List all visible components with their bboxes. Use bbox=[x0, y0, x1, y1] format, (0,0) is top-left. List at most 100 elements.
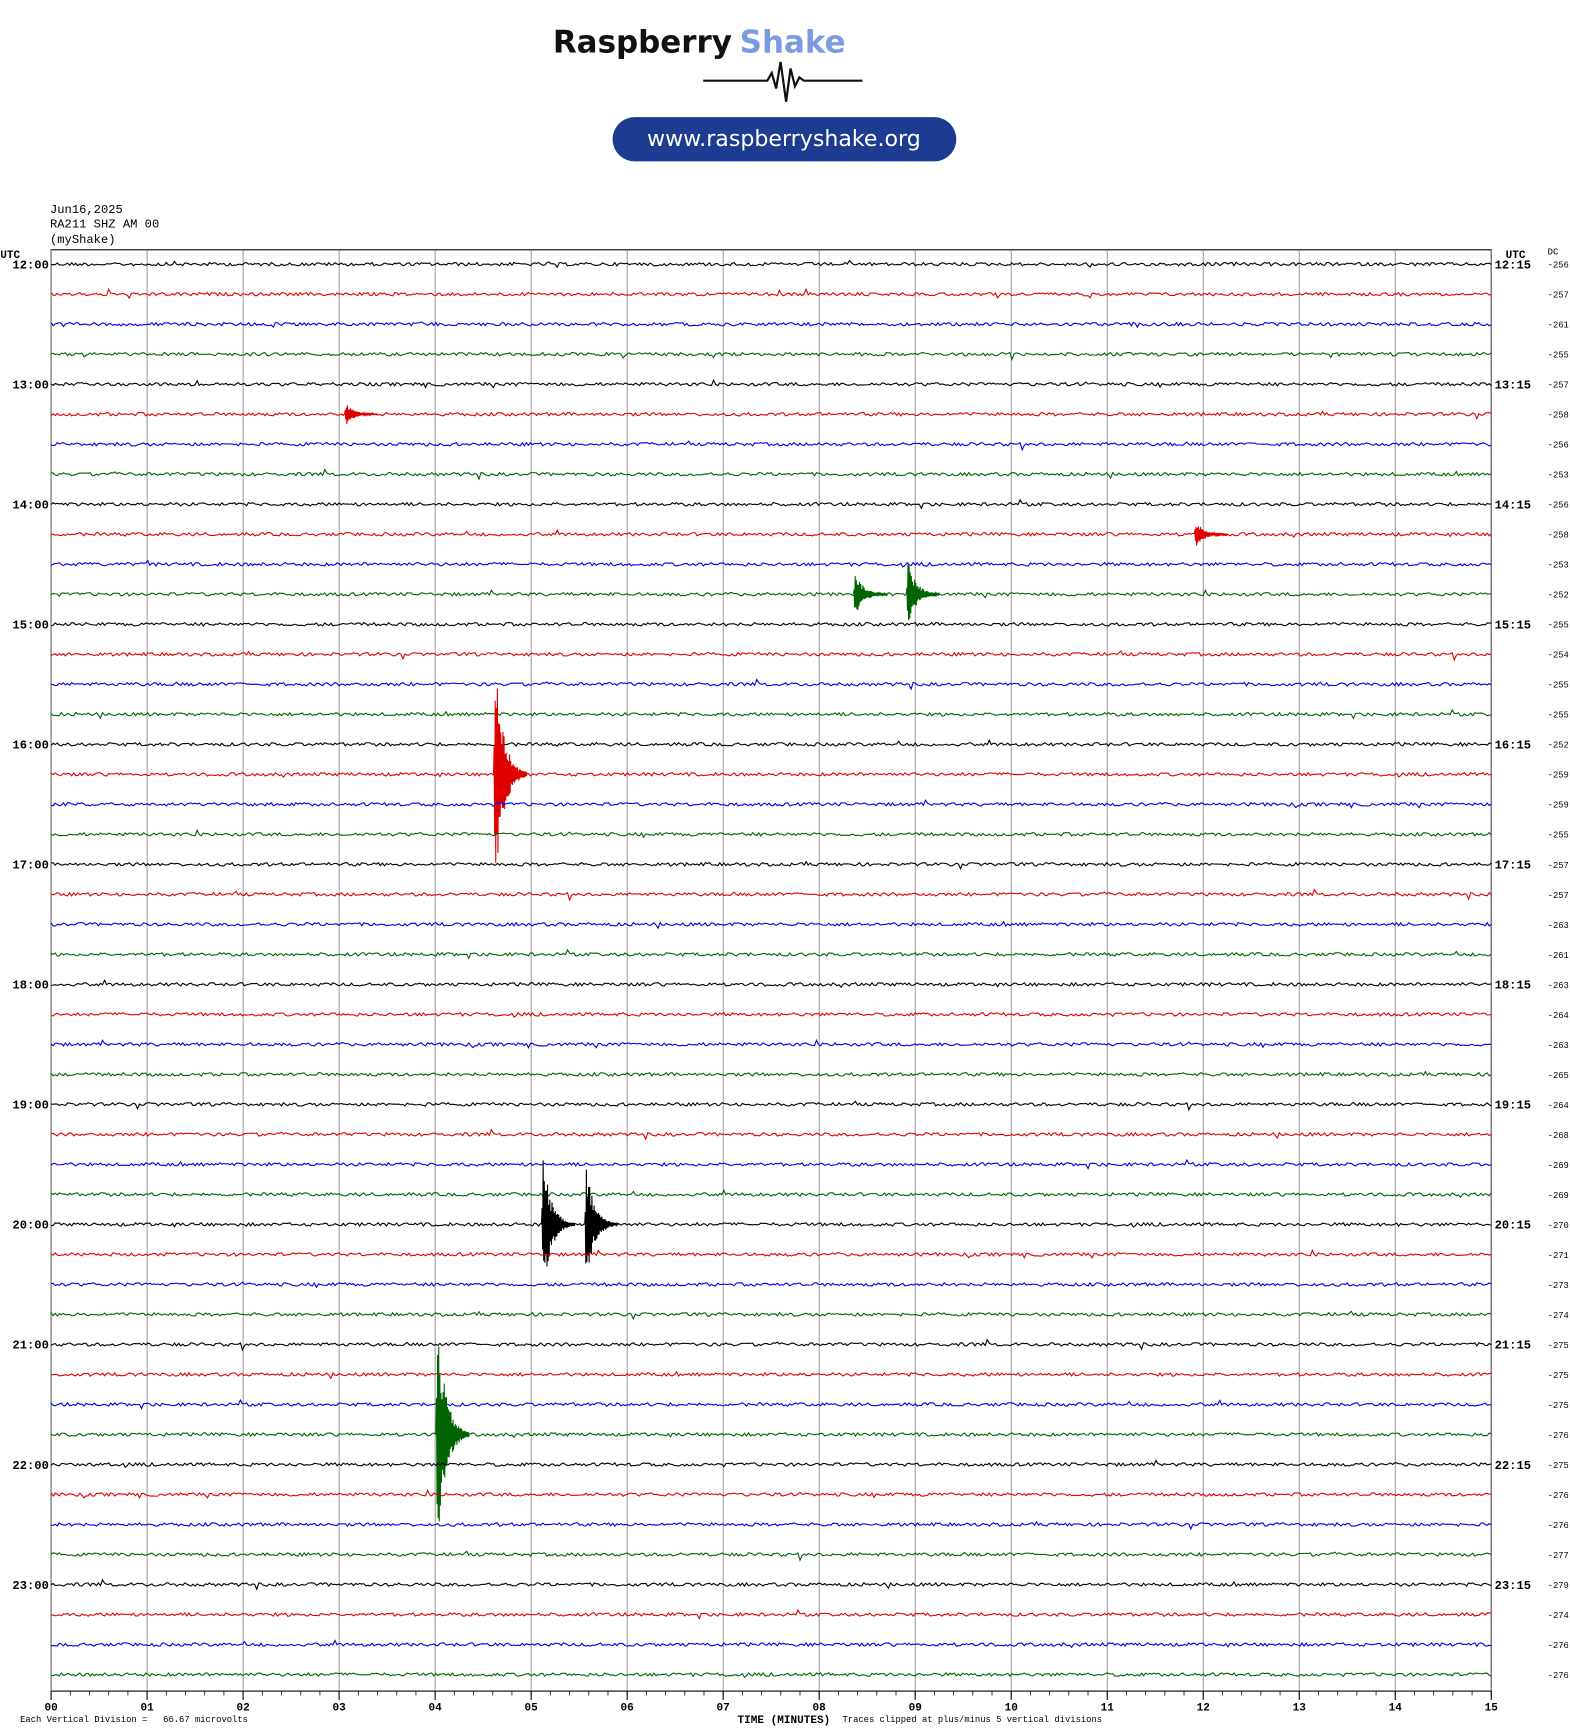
hour-label: 19:00 bbox=[12, 1099, 48, 1113]
dc-label: -257 bbox=[1548, 291, 1569, 301]
hour-label: 13:00 bbox=[12, 379, 48, 393]
x-tick-label: 03 bbox=[332, 1703, 346, 1715]
dc-label: -255 bbox=[1548, 621, 1569, 631]
hour-label: 15:15 bbox=[1495, 619, 1531, 633]
trace bbox=[50, 351, 1492, 362]
dc-label: -255 bbox=[1548, 351, 1569, 361]
x-tick-label: 15 bbox=[1485, 1703, 1499, 1715]
dc-label: -256 bbox=[1548, 261, 1569, 271]
dc-label: -259 bbox=[1548, 801, 1569, 811]
dc-label: -257 bbox=[1548, 861, 1569, 871]
dc-label: -256 bbox=[1548, 441, 1569, 451]
dc-label: -263 bbox=[1548, 1041, 1569, 1051]
dc-label: -269 bbox=[1548, 1191, 1569, 1201]
x-tick-label: 04 bbox=[429, 1703, 443, 1715]
dc-label: -259 bbox=[1548, 771, 1569, 781]
trace bbox=[50, 1338, 1492, 1352]
trace bbox=[51, 1128, 1492, 1141]
dc-label: -264 bbox=[1548, 1011, 1569, 1021]
trace bbox=[50, 1459, 1492, 1468]
event bbox=[540, 1160, 576, 1267]
trace bbox=[50, 528, 1492, 538]
x-tick-label: 13 bbox=[1293, 1703, 1307, 1715]
hour-label: 17:15 bbox=[1495, 859, 1531, 873]
dc-label: -261 bbox=[1548, 951, 1569, 961]
hour-label: 21:00 bbox=[12, 1339, 48, 1353]
x-tick-label: 11 bbox=[1101, 1703, 1115, 1715]
trace bbox=[50, 378, 1492, 389]
trace bbox=[50, 1431, 1492, 1439]
hour-label: 20:15 bbox=[1495, 1219, 1531, 1233]
dc-label: -256 bbox=[1548, 501, 1569, 511]
dc-label: -258 bbox=[1548, 411, 1569, 421]
dc-label: -277 bbox=[1548, 1551, 1569, 1561]
x-tick-label: 14 bbox=[1389, 1703, 1403, 1715]
source: (myShake) bbox=[50, 233, 116, 247]
dc-label: -255 bbox=[1548, 681, 1569, 691]
brand-name: Raspberry bbox=[553, 25, 732, 61]
trace bbox=[50, 1188, 1492, 1199]
trace bbox=[51, 621, 1492, 627]
dc-label: -263 bbox=[1548, 981, 1569, 991]
hour-label: 19:15 bbox=[1495, 1099, 1531, 1113]
hour-label: 20:00 bbox=[12, 1219, 48, 1233]
hour-label: 21:15 bbox=[1495, 1339, 1531, 1353]
hour-label: 17:00 bbox=[12, 859, 48, 873]
dc-title: DC bbox=[1548, 247, 1559, 257]
url-pill[interactable] bbox=[612, 117, 957, 162]
scale-note: Each Vertical Division = 66.67 microvolt… bbox=[20, 1715, 248, 1725]
x-tick-label: 09 bbox=[909, 1703, 922, 1715]
trace bbox=[50, 559, 1492, 568]
dc-label: -274 bbox=[1548, 1311, 1569, 1321]
trace bbox=[50, 948, 1492, 960]
clip-note: Traces clipped at plus/minus 5 vertical … bbox=[842, 1715, 1102, 1725]
event bbox=[1193, 526, 1228, 546]
dc-label: -275 bbox=[1548, 1401, 1569, 1411]
trace bbox=[50, 708, 1492, 720]
dc-label: -279 bbox=[1548, 1581, 1569, 1591]
hour-label: 13:15 bbox=[1495, 379, 1531, 393]
dc-label: -264 bbox=[1548, 1101, 1569, 1111]
x-tick-label: 10 bbox=[1005, 1703, 1018, 1715]
dc-label: -274 bbox=[1548, 1611, 1569, 1621]
dc-label: -261 bbox=[1548, 321, 1569, 331]
axis-title: UTC bbox=[0, 250, 20, 262]
trace bbox=[51, 1221, 1492, 1228]
date: Jun16,2025 bbox=[50, 203, 123, 217]
hour-label: 18:00 bbox=[12, 979, 48, 993]
trace bbox=[50, 771, 1492, 779]
event bbox=[344, 405, 379, 425]
hour-label: 23:15 bbox=[1495, 1579, 1531, 1593]
trace bbox=[51, 799, 1492, 809]
event bbox=[435, 1346, 470, 1522]
dc-label: -263 bbox=[1548, 921, 1569, 931]
trace bbox=[50, 920, 1492, 930]
dc-label: -255 bbox=[1548, 831, 1569, 841]
trace bbox=[50, 287, 1492, 300]
hour-label: 14:00 bbox=[12, 499, 48, 513]
x-tick-label: 02 bbox=[236, 1703, 249, 1715]
hour-label: 18:15 bbox=[1495, 979, 1531, 993]
url[interactable]: www.raspberryshake.org bbox=[647, 126, 921, 152]
trace bbox=[51, 468, 1492, 481]
hour-label: 16:00 bbox=[12, 739, 48, 753]
event bbox=[584, 1169, 619, 1264]
dc-label: -253 bbox=[1548, 561, 1569, 571]
hour-label: 22:00 bbox=[12, 1459, 48, 1473]
trace bbox=[50, 1370, 1492, 1380]
station: RA211 SHZ AM 00 bbox=[50, 218, 159, 232]
hour-label: 15:00 bbox=[12, 619, 48, 633]
dc-label: -269 bbox=[1548, 1161, 1569, 1171]
dc-label: -275 bbox=[1548, 1341, 1569, 1351]
trace bbox=[51, 1520, 1492, 1531]
x-tick-label: 12 bbox=[1197, 1703, 1210, 1715]
trace bbox=[50, 1398, 1492, 1410]
trace bbox=[50, 1578, 1492, 1591]
trace bbox=[50, 1158, 1492, 1170]
trace bbox=[50, 650, 1492, 662]
trace bbox=[51, 1011, 1492, 1018]
dc-label: -275 bbox=[1548, 1371, 1569, 1381]
x-tick-label: 08 bbox=[813, 1703, 827, 1715]
dc-label: -276 bbox=[1548, 1431, 1569, 1441]
trace bbox=[50, 321, 1492, 329]
